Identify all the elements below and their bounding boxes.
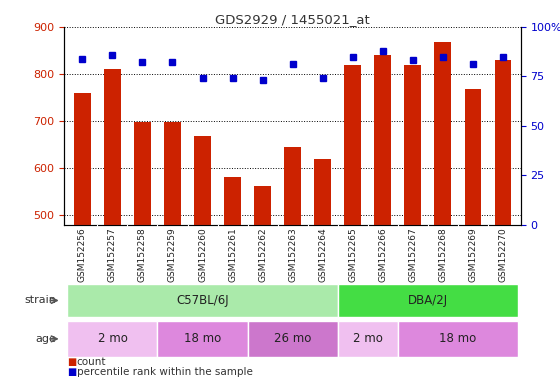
Text: strain: strain <box>24 295 56 306</box>
Bar <box>104 69 121 225</box>
Text: GSM152265: GSM152265 <box>348 227 357 282</box>
Text: count: count <box>77 357 106 367</box>
Text: GSM152269: GSM152269 <box>468 227 477 282</box>
Bar <box>225 177 241 225</box>
Text: DBA/2J: DBA/2J <box>408 294 448 307</box>
Bar <box>194 136 211 225</box>
Text: GSM152256: GSM152256 <box>78 227 87 282</box>
Text: GSM152257: GSM152257 <box>108 227 117 282</box>
Text: GSM152268: GSM152268 <box>438 227 447 282</box>
Title: GDS2929 / 1455021_at: GDS2929 / 1455021_at <box>215 13 370 26</box>
Text: GSM152266: GSM152266 <box>378 227 387 282</box>
Text: GSM152263: GSM152263 <box>288 227 297 282</box>
Text: GSM152258: GSM152258 <box>138 227 147 282</box>
Text: ■: ■ <box>67 367 77 377</box>
Text: ■: ■ <box>67 357 77 367</box>
Text: GSM152259: GSM152259 <box>168 227 177 282</box>
Bar <box>338 284 518 317</box>
Text: GSM152267: GSM152267 <box>408 227 417 282</box>
Bar <box>284 147 301 225</box>
Bar <box>67 284 338 317</box>
Bar <box>404 65 421 225</box>
Bar <box>494 60 511 225</box>
Bar <box>375 55 391 225</box>
Bar <box>67 321 157 357</box>
Bar <box>344 65 361 225</box>
Text: percentile rank within the sample: percentile rank within the sample <box>77 367 253 377</box>
Text: GSM152262: GSM152262 <box>258 227 267 282</box>
Bar <box>254 186 271 225</box>
Bar <box>464 89 481 225</box>
Bar <box>134 122 151 225</box>
Bar <box>338 321 398 357</box>
Bar <box>248 321 338 357</box>
Text: 26 mo: 26 mo <box>274 333 311 345</box>
Text: GSM152261: GSM152261 <box>228 227 237 282</box>
Bar <box>314 159 331 225</box>
Text: 2 mo: 2 mo <box>353 333 382 345</box>
Bar <box>164 122 181 225</box>
Text: GSM152270: GSM152270 <box>498 227 507 282</box>
Text: 18 mo: 18 mo <box>439 333 477 345</box>
Text: 18 mo: 18 mo <box>184 333 221 345</box>
Text: age: age <box>35 334 56 344</box>
Bar <box>398 321 518 357</box>
Bar <box>74 93 91 225</box>
Bar <box>435 42 451 225</box>
Text: GSM152264: GSM152264 <box>318 227 327 282</box>
Text: GSM152260: GSM152260 <box>198 227 207 282</box>
Text: 2 mo: 2 mo <box>97 333 127 345</box>
Bar <box>157 321 248 357</box>
Text: C57BL/6J: C57BL/6J <box>176 294 229 307</box>
